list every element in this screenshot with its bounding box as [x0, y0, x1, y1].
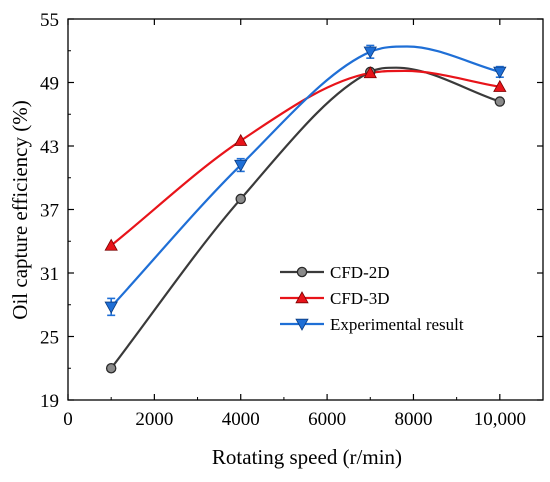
y-tick-label: 37	[40, 201, 59, 222]
legend-marker-cfd-2d	[296, 266, 308, 278]
series-line-experimental-result	[110, 45, 501, 308]
y-axis-title: Oil capture efficiency (%)	[8, 100, 32, 319]
data-point-experimental-result	[493, 66, 507, 79]
legend-marker-experimental-result	[295, 318, 309, 331]
plot-frame	[67, 18, 544, 401]
legend-marker-cfd-3d	[295, 291, 309, 304]
data-point-cfd-2d	[235, 193, 246, 205]
tick-labels: 0 2000 4000 6000 8000 10,000 19 25 31 37 43 49 55	[40, 10, 526, 430]
y-tick-label: 31	[40, 264, 59, 285]
x-tick-label: 6000	[308, 409, 346, 430]
legend-label-cfd-2d: CFD-2D	[330, 263, 390, 282]
legend-label-experimental-result: Experimental result	[330, 315, 464, 334]
data-point-cfd-3d	[234, 133, 248, 146]
y-tick-label: 43	[40, 137, 59, 158]
series-curves	[110, 45, 501, 369]
data-point-cfd-3d	[104, 238, 118, 251]
x-tick-label: 4000	[222, 409, 260, 430]
x-tick-label: 2000	[135, 409, 173, 430]
y-tick-label: 19	[40, 391, 59, 412]
x-tick-label: 10,000	[474, 409, 526, 430]
axis-ticks	[67, 18, 543, 401]
series-markers	[104, 46, 507, 374]
data-point-experimental-result	[363, 46, 377, 59]
data-point-cfd-2d	[494, 96, 506, 107]
data-point-cfd-3d	[363, 66, 377, 79]
series-line-cfd-3d	[110, 69, 501, 247]
y-tick-label: 25	[40, 328, 59, 349]
legend: CFD-2D CFD-3D Experimental result	[280, 263, 464, 334]
x-tick-label: 8000	[394, 409, 432, 430]
x-axis-title: Rotating speed (r/min)	[212, 445, 402, 469]
data-point-cfd-3d	[493, 79, 507, 92]
x-tick-label: 0	[63, 409, 73, 430]
data-point-cfd-2d	[105, 362, 117, 374]
data-point-experimental-result	[234, 159, 248, 172]
data-point-experimental-result	[104, 301, 118, 314]
y-tick-label: 49	[40, 74, 59, 95]
legend-label-cfd-3d: CFD-3D	[330, 289, 390, 308]
y-tick-label: 55	[40, 10, 59, 31]
